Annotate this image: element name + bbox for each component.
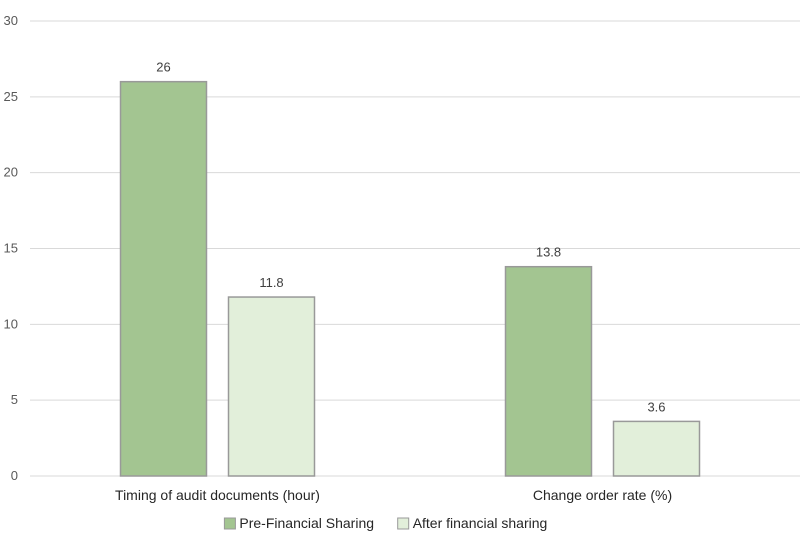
legend-swatch [223,517,236,530]
data-label: 11.8 [259,275,283,290]
y-tick-label: 5 [11,392,18,407]
bar [227,296,316,477]
y-tick-label: 15 [4,241,18,256]
bars [119,80,701,477]
y-tick-label: 25 [4,89,18,104]
data-label: 3.6 [647,399,665,414]
bar [119,80,208,477]
y-tick-label: 20 [4,165,18,180]
x-axis-category-labels: Timing of audit documents (hour) Change o… [115,487,672,503]
legend-label: Pre-Financial Sharing [239,515,374,531]
bar [612,420,701,477]
x-category-label: Change order rate (%) [533,487,672,503]
data-label: 13.8 [536,245,561,260]
y-tick-label: 10 [4,316,18,331]
legend-label: After financial sharing [413,515,548,531]
y-tick-label: 0 [11,468,18,483]
legend-swatch [397,517,410,530]
x-category-label: Timing of audit documents (hour) [115,487,320,503]
data-labels: 26 11.8 13.8 3.6 [156,60,665,415]
data-label: 26 [156,60,170,75]
bar [504,265,593,477]
legend: Pre-Financial Sharing After financial sha… [223,515,548,531]
y-tick-label: 30 [4,13,18,28]
y-axis-tick-labels: 0 5 10 15 20 25 30 [4,13,18,483]
